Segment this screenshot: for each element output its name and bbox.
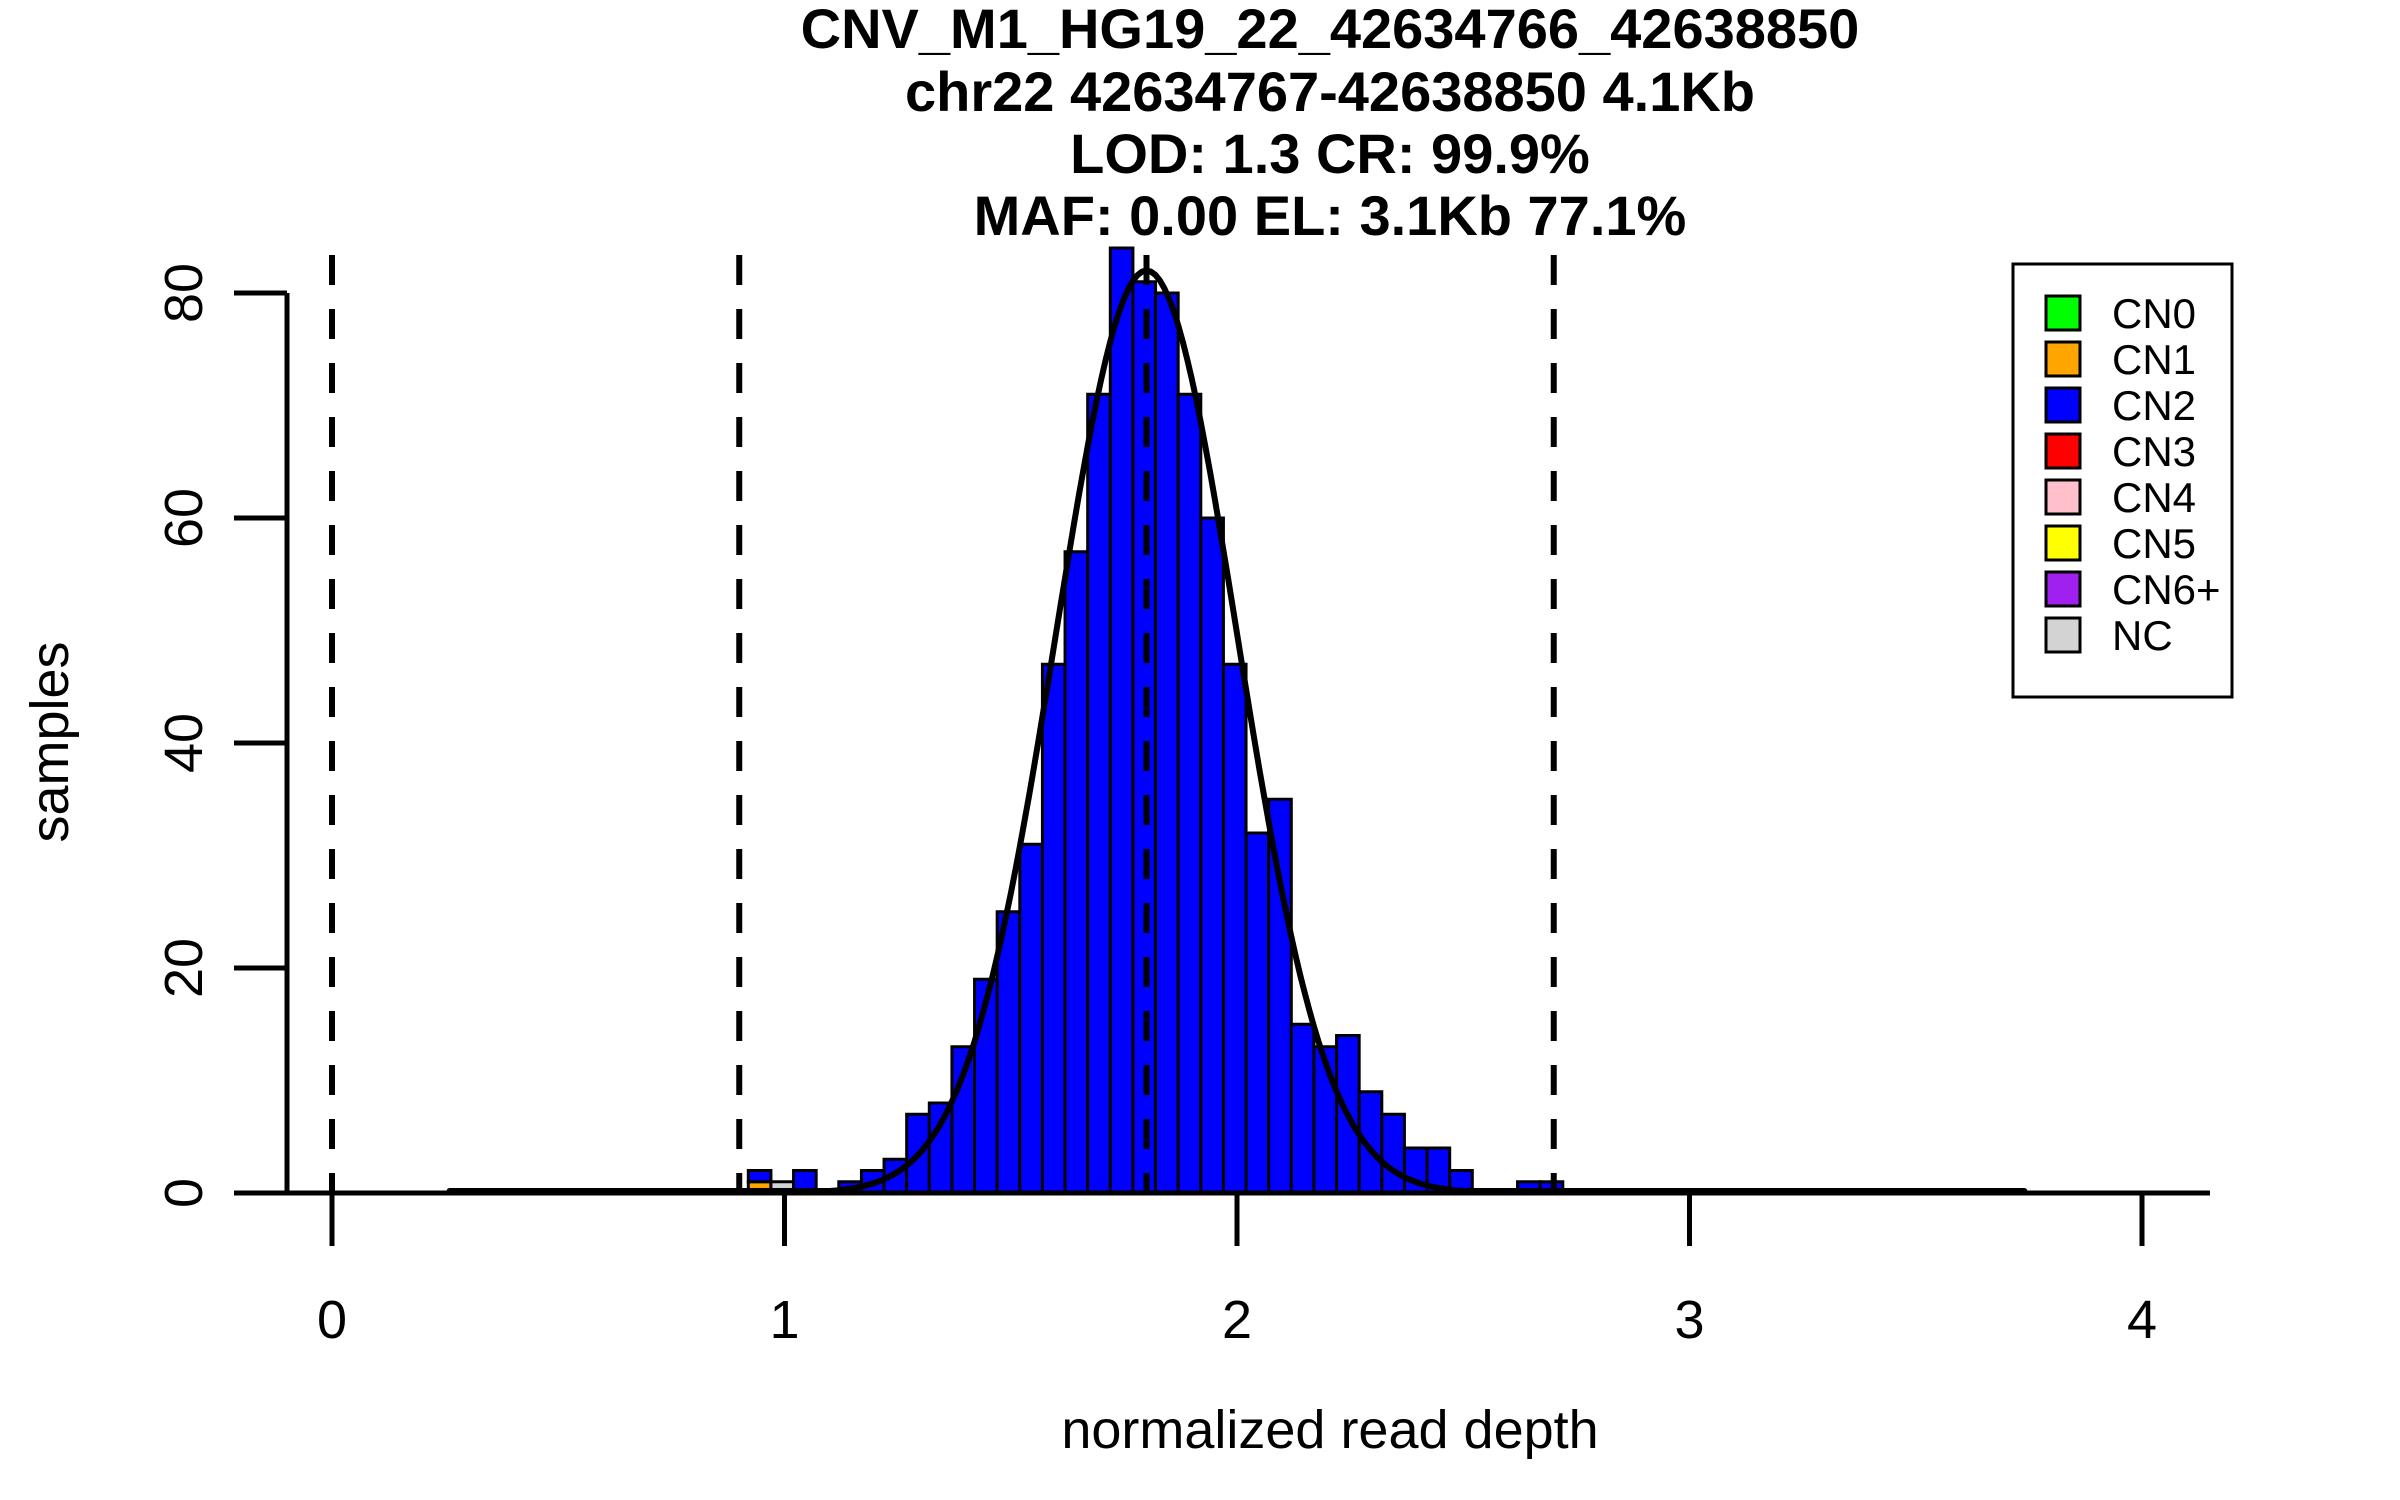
legend-swatch-cn0 <box>2044 294 2082 332</box>
legend-swatch-cn2 <box>2044 386 2082 424</box>
legend-label-cn6: CN6+ <box>2112 566 2221 613</box>
histogram-bar-CN2 <box>927 1101 954 1195</box>
y-tick-label: 80 <box>154 263 214 323</box>
legend-label-cn5: CN5 <box>2112 520 2196 567</box>
histogram-bar-CN2 <box>1199 516 1225 1195</box>
histogram-bar-CN2 <box>746 1169 773 1184</box>
legend-swatch-cn4 <box>2044 478 2082 516</box>
histogram-bar-CN2 <box>1018 842 1044 1195</box>
x-tick-label: 3 <box>1674 1290 1704 1350</box>
histogram-bar-CN2 <box>1040 662 1067 1195</box>
legend-swatch-cn5 <box>2044 524 2082 562</box>
chart-title-line-2: chr22 42634767-42638850 4.1Kb <box>905 60 1755 123</box>
x-axis-title: normalized read depth <box>1061 1400 1598 1460</box>
x-tick-label: 4 <box>2127 1290 2157 1350</box>
copy-number-guides <box>329 255 1557 1193</box>
histogram-bar-CN2 <box>1380 1112 1406 1195</box>
y-tick-label: 60 <box>154 488 214 548</box>
y-tick-label: 40 <box>154 713 214 773</box>
histogram-bar-CN2 <box>1086 392 1112 1195</box>
chart-title-line-1: CNV_M1_HG19_22_42634766_42638850 <box>801 0 1860 60</box>
y-axis: 0 20 40 60 80 <box>154 263 290 1208</box>
legend-swatch-nc <box>2044 616 2082 654</box>
x-tick-label: 1 <box>769 1290 799 1350</box>
y-axis-title: samples <box>20 641 80 842</box>
legend-label-cn1: CN1 <box>2112 336 2196 383</box>
legend-swatch-cn6 <box>2044 570 2082 608</box>
chart-title-line-4: MAF: 0.00 EL: 3.1Kb 77.1% <box>974 184 1687 247</box>
x-tick-label: 2 <box>1222 1290 1252 1350</box>
legend-swatch-cn1 <box>2044 340 2082 378</box>
chart-title-block: CNV_M1_HG19_22_42634766_42638850 chr22 4… <box>801 0 1860 247</box>
histogram-bar-CN2 <box>1289 1022 1316 1195</box>
histogram-bars <box>746 246 1565 1195</box>
histogram-bar-CN2 <box>1108 246 1135 1195</box>
chart-title-line-3: LOD: 1.3 CR: 99.9% <box>1070 122 1590 185</box>
histogram-bar-CN2 <box>1154 291 1180 1195</box>
legend-label-nc: NC <box>2112 612 2173 659</box>
y-tick-label: 20 <box>154 938 214 998</box>
histogram-bar-CN2 <box>1221 662 1248 1195</box>
x-tick-label: 0 <box>317 1290 347 1350</box>
histogram-bar-CN2 <box>1244 831 1271 1195</box>
histogram-bar-CN2 <box>1176 392 1203 1195</box>
legend-label-cn2: CN2 <box>2112 382 2196 429</box>
legend-swatch-cn3 <box>2044 432 2082 470</box>
x-axis: 0 1 2 3 4 <box>240 1190 2210 1350</box>
legend-label-cn0: CN0 <box>2112 290 2196 337</box>
legend-label-cn4: CN4 <box>2112 474 2196 521</box>
y-tick-label: 0 <box>154 1178 214 1208</box>
histogram-bar-CN2 <box>1063 550 1090 1195</box>
histogram-bar-CN2 <box>1267 797 1293 1195</box>
legend-label-cn3: CN3 <box>2112 428 2196 475</box>
